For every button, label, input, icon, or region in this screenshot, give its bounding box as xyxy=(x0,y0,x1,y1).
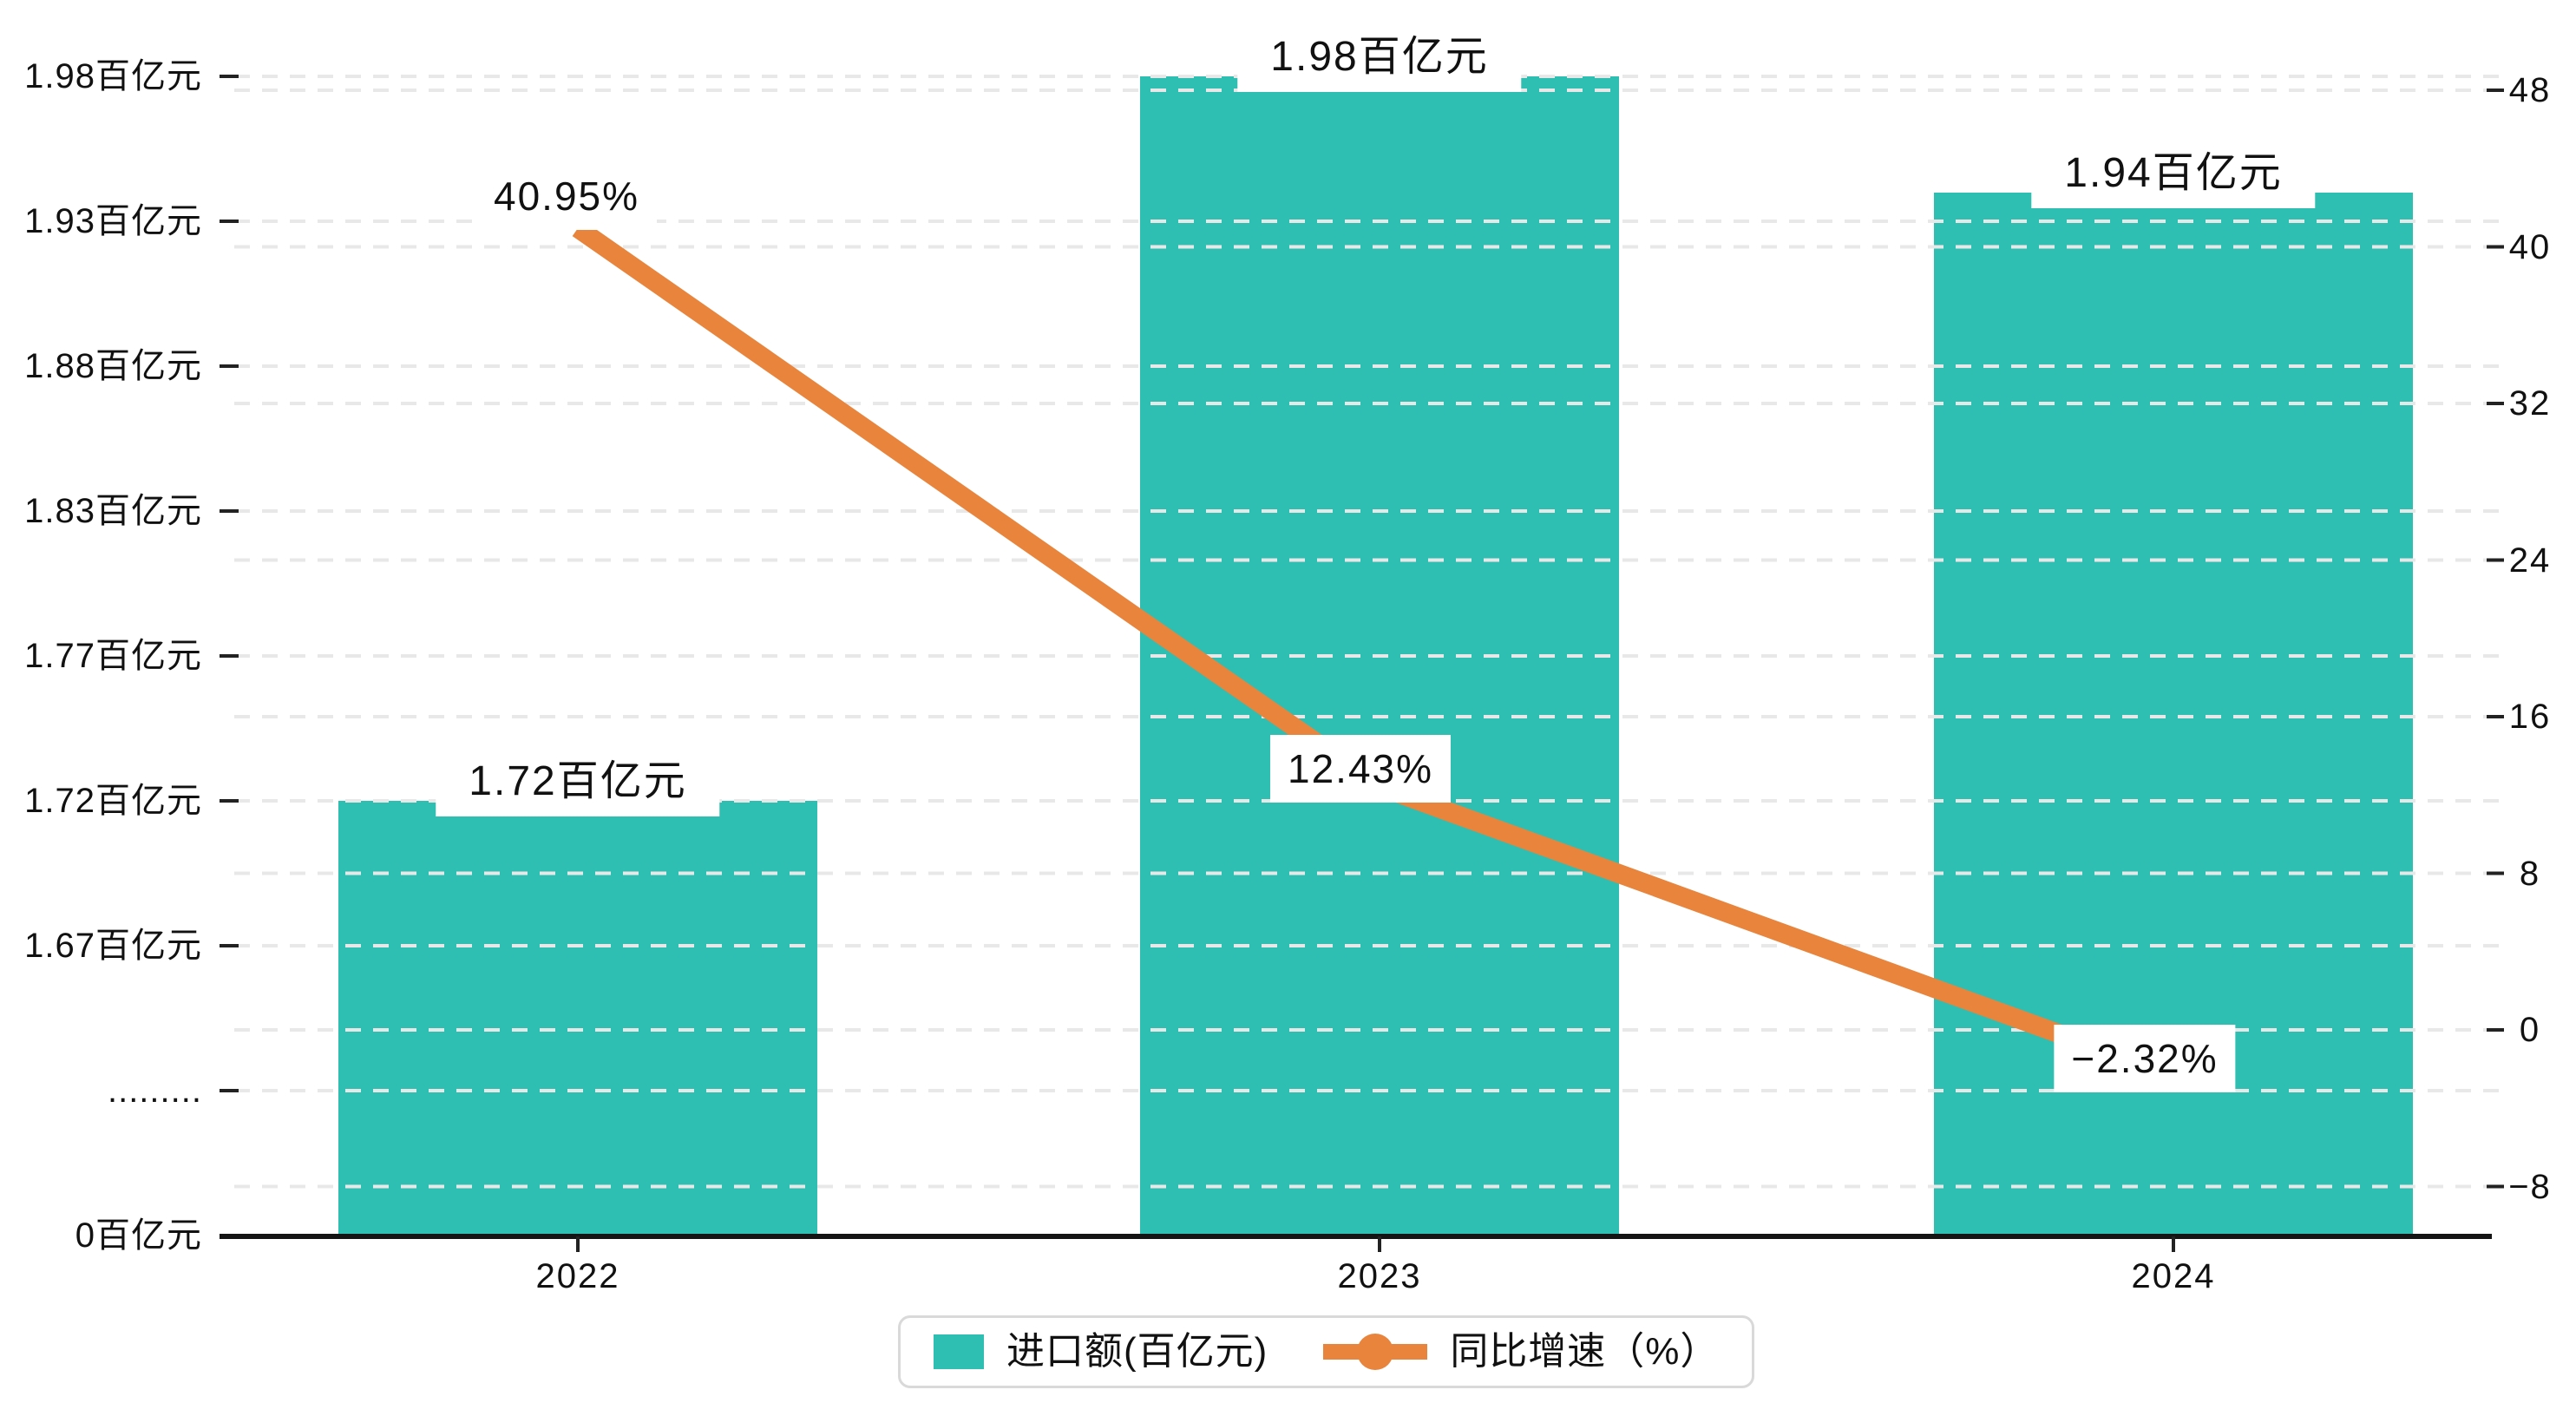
y-left-scale-break-label: ......... xyxy=(107,1072,202,1110)
bar-series-swatch-icon xyxy=(934,1334,984,1369)
y-right-tick-label: 16 xyxy=(2508,698,2552,736)
x-tick-label-2023: 2023 xyxy=(1337,1257,1422,1295)
legend-label-line-series: 同比增速（%） xyxy=(1450,1330,1720,1373)
line-series-swatch-icon xyxy=(1323,1333,1428,1371)
legend-label-bar-series: 进口额(百亿元) xyxy=(1006,1330,1268,1373)
x-tick-label-2024: 2024 xyxy=(2131,1257,2216,1295)
y-left-tick-label: 1.72百亿元 xyxy=(24,782,202,820)
y-left-tick-label: 1.67百亿元 xyxy=(24,927,202,965)
y-right-tick-label: 8 xyxy=(2519,854,2541,893)
legend: 进口额(百亿元) 同比增速（%） xyxy=(898,1315,1755,1388)
y-left-tick-label: 1.93百亿元 xyxy=(24,202,202,240)
y-right-tick-label: −8 xyxy=(2508,1167,2552,1206)
y-right-tick-label: 32 xyxy=(2508,384,2552,423)
y-left-tick-label: 1.88百亿元 xyxy=(24,347,202,385)
y-right-tick-label: 24 xyxy=(2508,541,2552,580)
y-left-tick-label: 1.77百亿元 xyxy=(24,637,202,675)
legend-item-bar-series: 进口额(百亿元) xyxy=(934,1331,1268,1373)
bar-value-label-2022: 1.72百亿元 xyxy=(436,747,720,816)
y-left-tick-label: 1.98百亿元 xyxy=(24,57,202,95)
y-right-tick-label: 48 xyxy=(2508,71,2552,109)
x-tick-label-2022: 2022 xyxy=(535,1257,620,1295)
y-right-tick-label: 0 xyxy=(2519,1011,2541,1049)
legend-item-line-series: 同比增速（%） xyxy=(1323,1331,1719,1373)
line-swatch-dot-icon xyxy=(1357,1334,1394,1370)
line-value-label-2022: 40.95% xyxy=(475,162,658,231)
y-right-tick-label: 40 xyxy=(2508,227,2552,266)
line-value-label-2024: −2.32% xyxy=(2054,1025,2236,1093)
y-left-tick-label: 0百亿元 xyxy=(75,1216,202,1255)
bar-value-label-2024: 1.94百亿元 xyxy=(2031,138,2316,208)
bar-value-label-2023: 1.98百亿元 xyxy=(1237,23,1522,92)
y-left-tick-label: 1.83百亿元 xyxy=(24,492,202,530)
line-value-label-2023: 12.43% xyxy=(1269,734,1452,803)
